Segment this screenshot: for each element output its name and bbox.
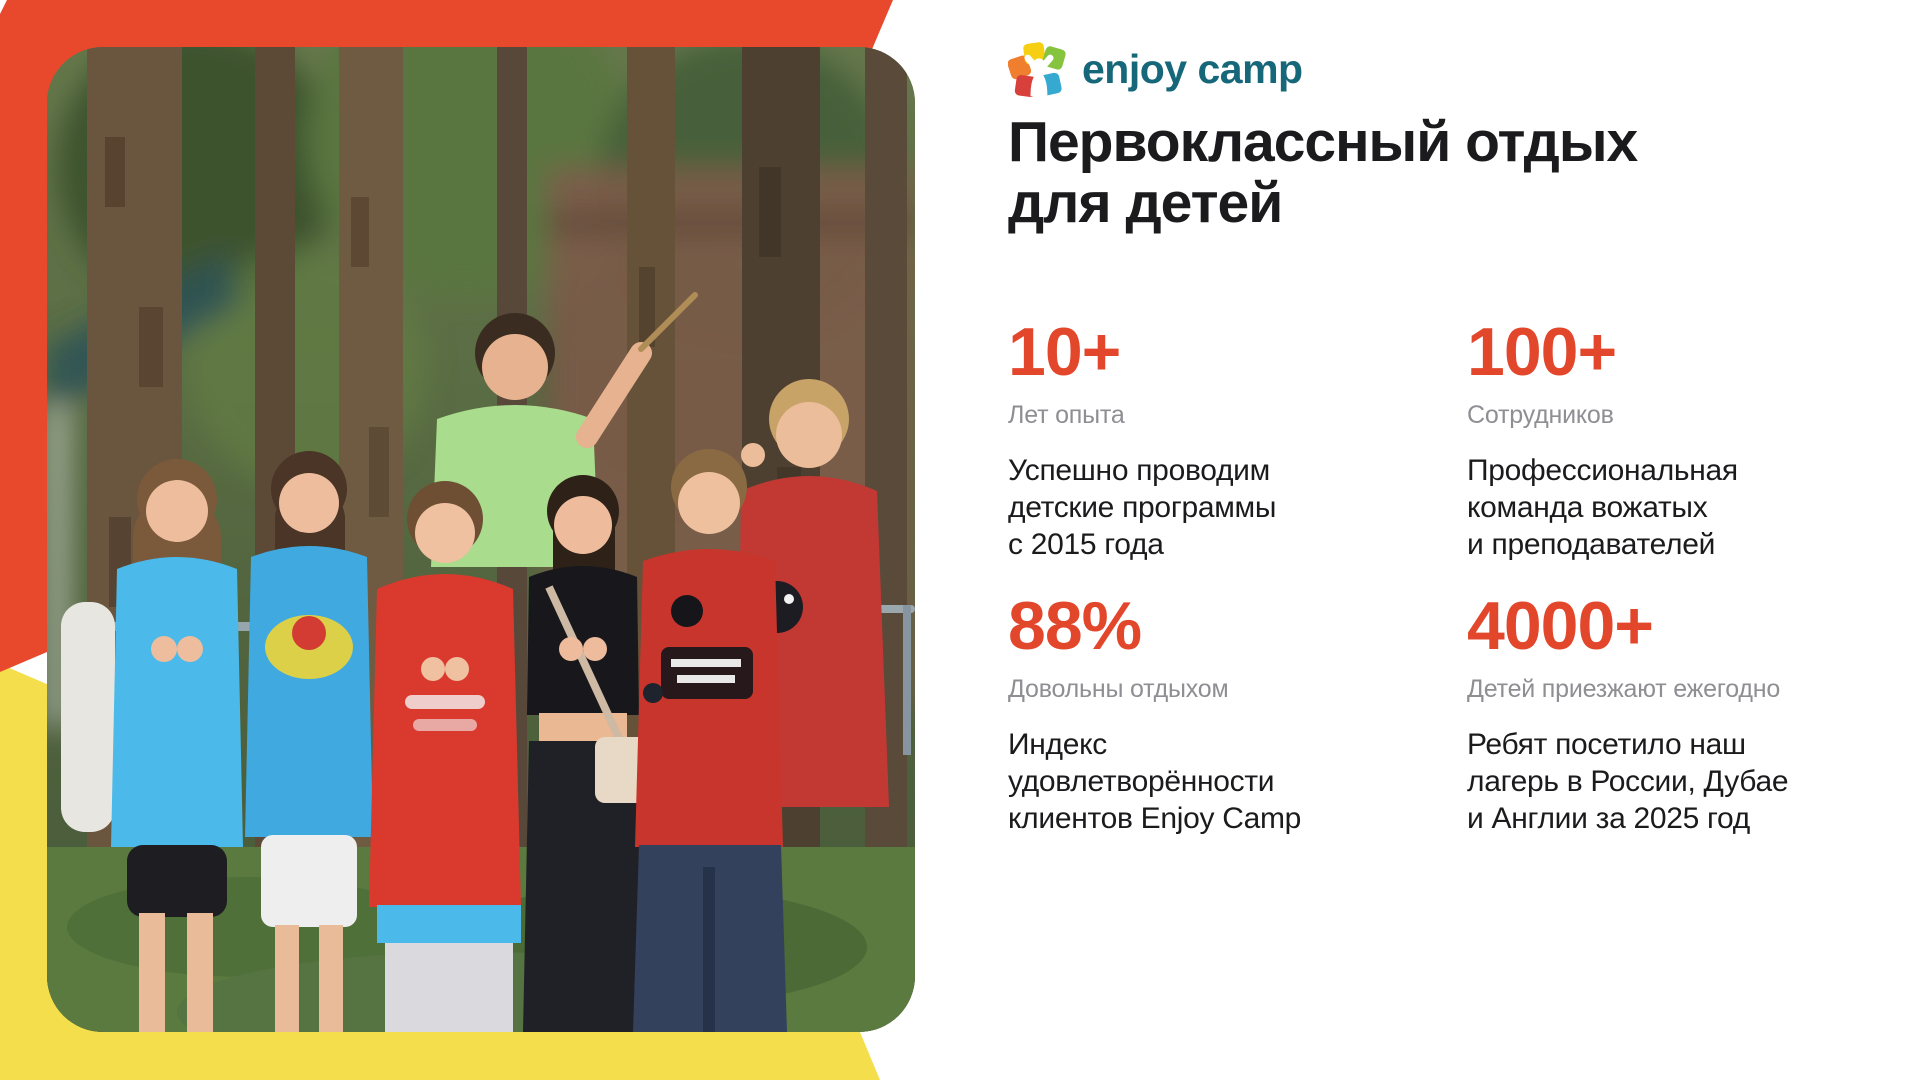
- camp-photo: [47, 47, 915, 1032]
- stat-description: Ребят посетило наш лагерь в России, Дуба…: [1467, 727, 1789, 836]
- enjoy-camp-logo-icon: [1008, 42, 1066, 98]
- stats-grid: 10+ Лет опыта Успешно проводим детские п…: [1008, 318, 1920, 866]
- stat-label: Сотрудников: [1467, 401, 1614, 429]
- stat-description: Успешно проводим детские программы с 201…: [1008, 453, 1277, 562]
- stat-value: 100+: [1467, 314, 1617, 390]
- stat-card-satisfaction: 88% Довольны отдыхом Индекс удовлетворён…: [1008, 592, 1448, 866]
- stat-description: Индекс удовлетворённости клиентов Enjoy …: [1008, 727, 1302, 836]
- stat-label: Детей приезжают ежегодно: [1467, 675, 1781, 703]
- logo: enjoy camp: [1008, 42, 1303, 102]
- stat-value: 10+: [1008, 314, 1121, 390]
- stat-value: 4000+: [1467, 588, 1654, 664]
- stat-value: 88%: [1008, 588, 1142, 664]
- page-title: Первоклассный отдых для детей: [1008, 110, 1638, 235]
- stat-description: Профессиональная команда вожатых и препо…: [1467, 453, 1738, 562]
- stat-card-staff: 100+ Сотрудников Профессиональная команд…: [1467, 318, 1907, 592]
- stat-label: Довольны отдыхом: [1008, 675, 1229, 703]
- stat-card-years: 10+ Лет опыта Успешно проводим детские п…: [1008, 318, 1448, 592]
- logo-text: enjoy camp: [1082, 45, 1303, 92]
- stat-label: Лет опыта: [1008, 401, 1125, 429]
- stat-card-children: 4000+ Детей приезжают ежегодно Ребят пос…: [1467, 592, 1907, 866]
- camp-photo-illustration: [47, 47, 915, 1032]
